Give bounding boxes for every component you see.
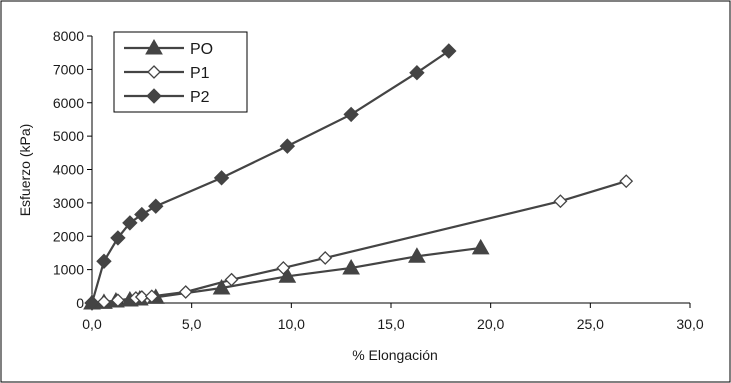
- data-point-po: [408, 247, 426, 263]
- series-layer: [83, 43, 634, 311]
- data-point-p1: [134, 290, 149, 304]
- legend-label-p1: P1: [190, 65, 210, 82]
- data-point-p2: [110, 230, 126, 246]
- x-tick-label: 10,0: [278, 316, 305, 332]
- x-tick-label: 0,0: [82, 316, 102, 332]
- data-point-p2: [84, 295, 100, 311]
- y-tick-label: 8000: [53, 28, 84, 44]
- legend-swatch-marker: [146, 88, 162, 104]
- y-tick-label: 1000: [53, 262, 84, 278]
- y-tick-label: 5000: [53, 128, 84, 144]
- axes: 0 1000 2000 3000 4000 5000 6000 7000 8000 0,0 5,0 1…: [53, 28, 704, 332]
- data-point-p1: [276, 261, 291, 275]
- y-tick-label: 2000: [53, 228, 84, 244]
- data-point-p1: [144, 289, 159, 304]
- data-point-po: [212, 278, 231, 295]
- data-point-p2: [134, 206, 150, 223]
- legend-swatch-marker: [145, 38, 163, 55]
- legend: PO P1 P2: [113, 31, 248, 113]
- y-tick-label: 3000: [53, 195, 84, 211]
- data-point-p2: [122, 215, 138, 231]
- data-point-p2: [343, 106, 359, 123]
- data-point-p2: [148, 198, 164, 214]
- data-point-p1: [553, 194, 568, 209]
- series-p1: [85, 174, 634, 310]
- y-tick-label: 6000: [53, 95, 84, 111]
- data-point-p1: [178, 285, 193, 299]
- data-point-p2: [279, 138, 296, 154]
- data-point-p2: [441, 43, 457, 59]
- data-point-p1: [619, 174, 634, 189]
- x-tick-label: 15,0: [377, 316, 404, 332]
- legend-label-p2: P2: [190, 89, 210, 106]
- legend-swatch-marker: [147, 65, 161, 79]
- y-tick-label: 0: [76, 295, 84, 311]
- data-point-p1: [110, 293, 125, 308]
- data-point-p1: [224, 272, 239, 287]
- data-point-po: [278, 267, 297, 283]
- x-tick-label: 20,0: [477, 316, 504, 332]
- y-tick-label: 4000: [53, 162, 84, 178]
- x-tick-label: 5,0: [182, 316, 202, 332]
- x-axis-title: % Elongación: [352, 347, 438, 363]
- data-point-p2: [409, 65, 425, 81]
- series-p2: [84, 43, 457, 311]
- data-point-po: [471, 238, 490, 255]
- x-tick-label: 25,0: [577, 316, 604, 332]
- data-point-po: [342, 258, 360, 275]
- legend-label-po: PO: [190, 41, 213, 58]
- data-point-p1: [97, 295, 111, 309]
- y-tick-label: 7000: [53, 61, 84, 77]
- y-axis-title: Esfuerzo (kPa): [17, 124, 33, 217]
- x-tick-label: 30,0: [676, 316, 703, 332]
- data-point-p2: [96, 253, 112, 269]
- data-point-p1: [318, 251, 333, 265]
- data-point-p2: [213, 170, 230, 186]
